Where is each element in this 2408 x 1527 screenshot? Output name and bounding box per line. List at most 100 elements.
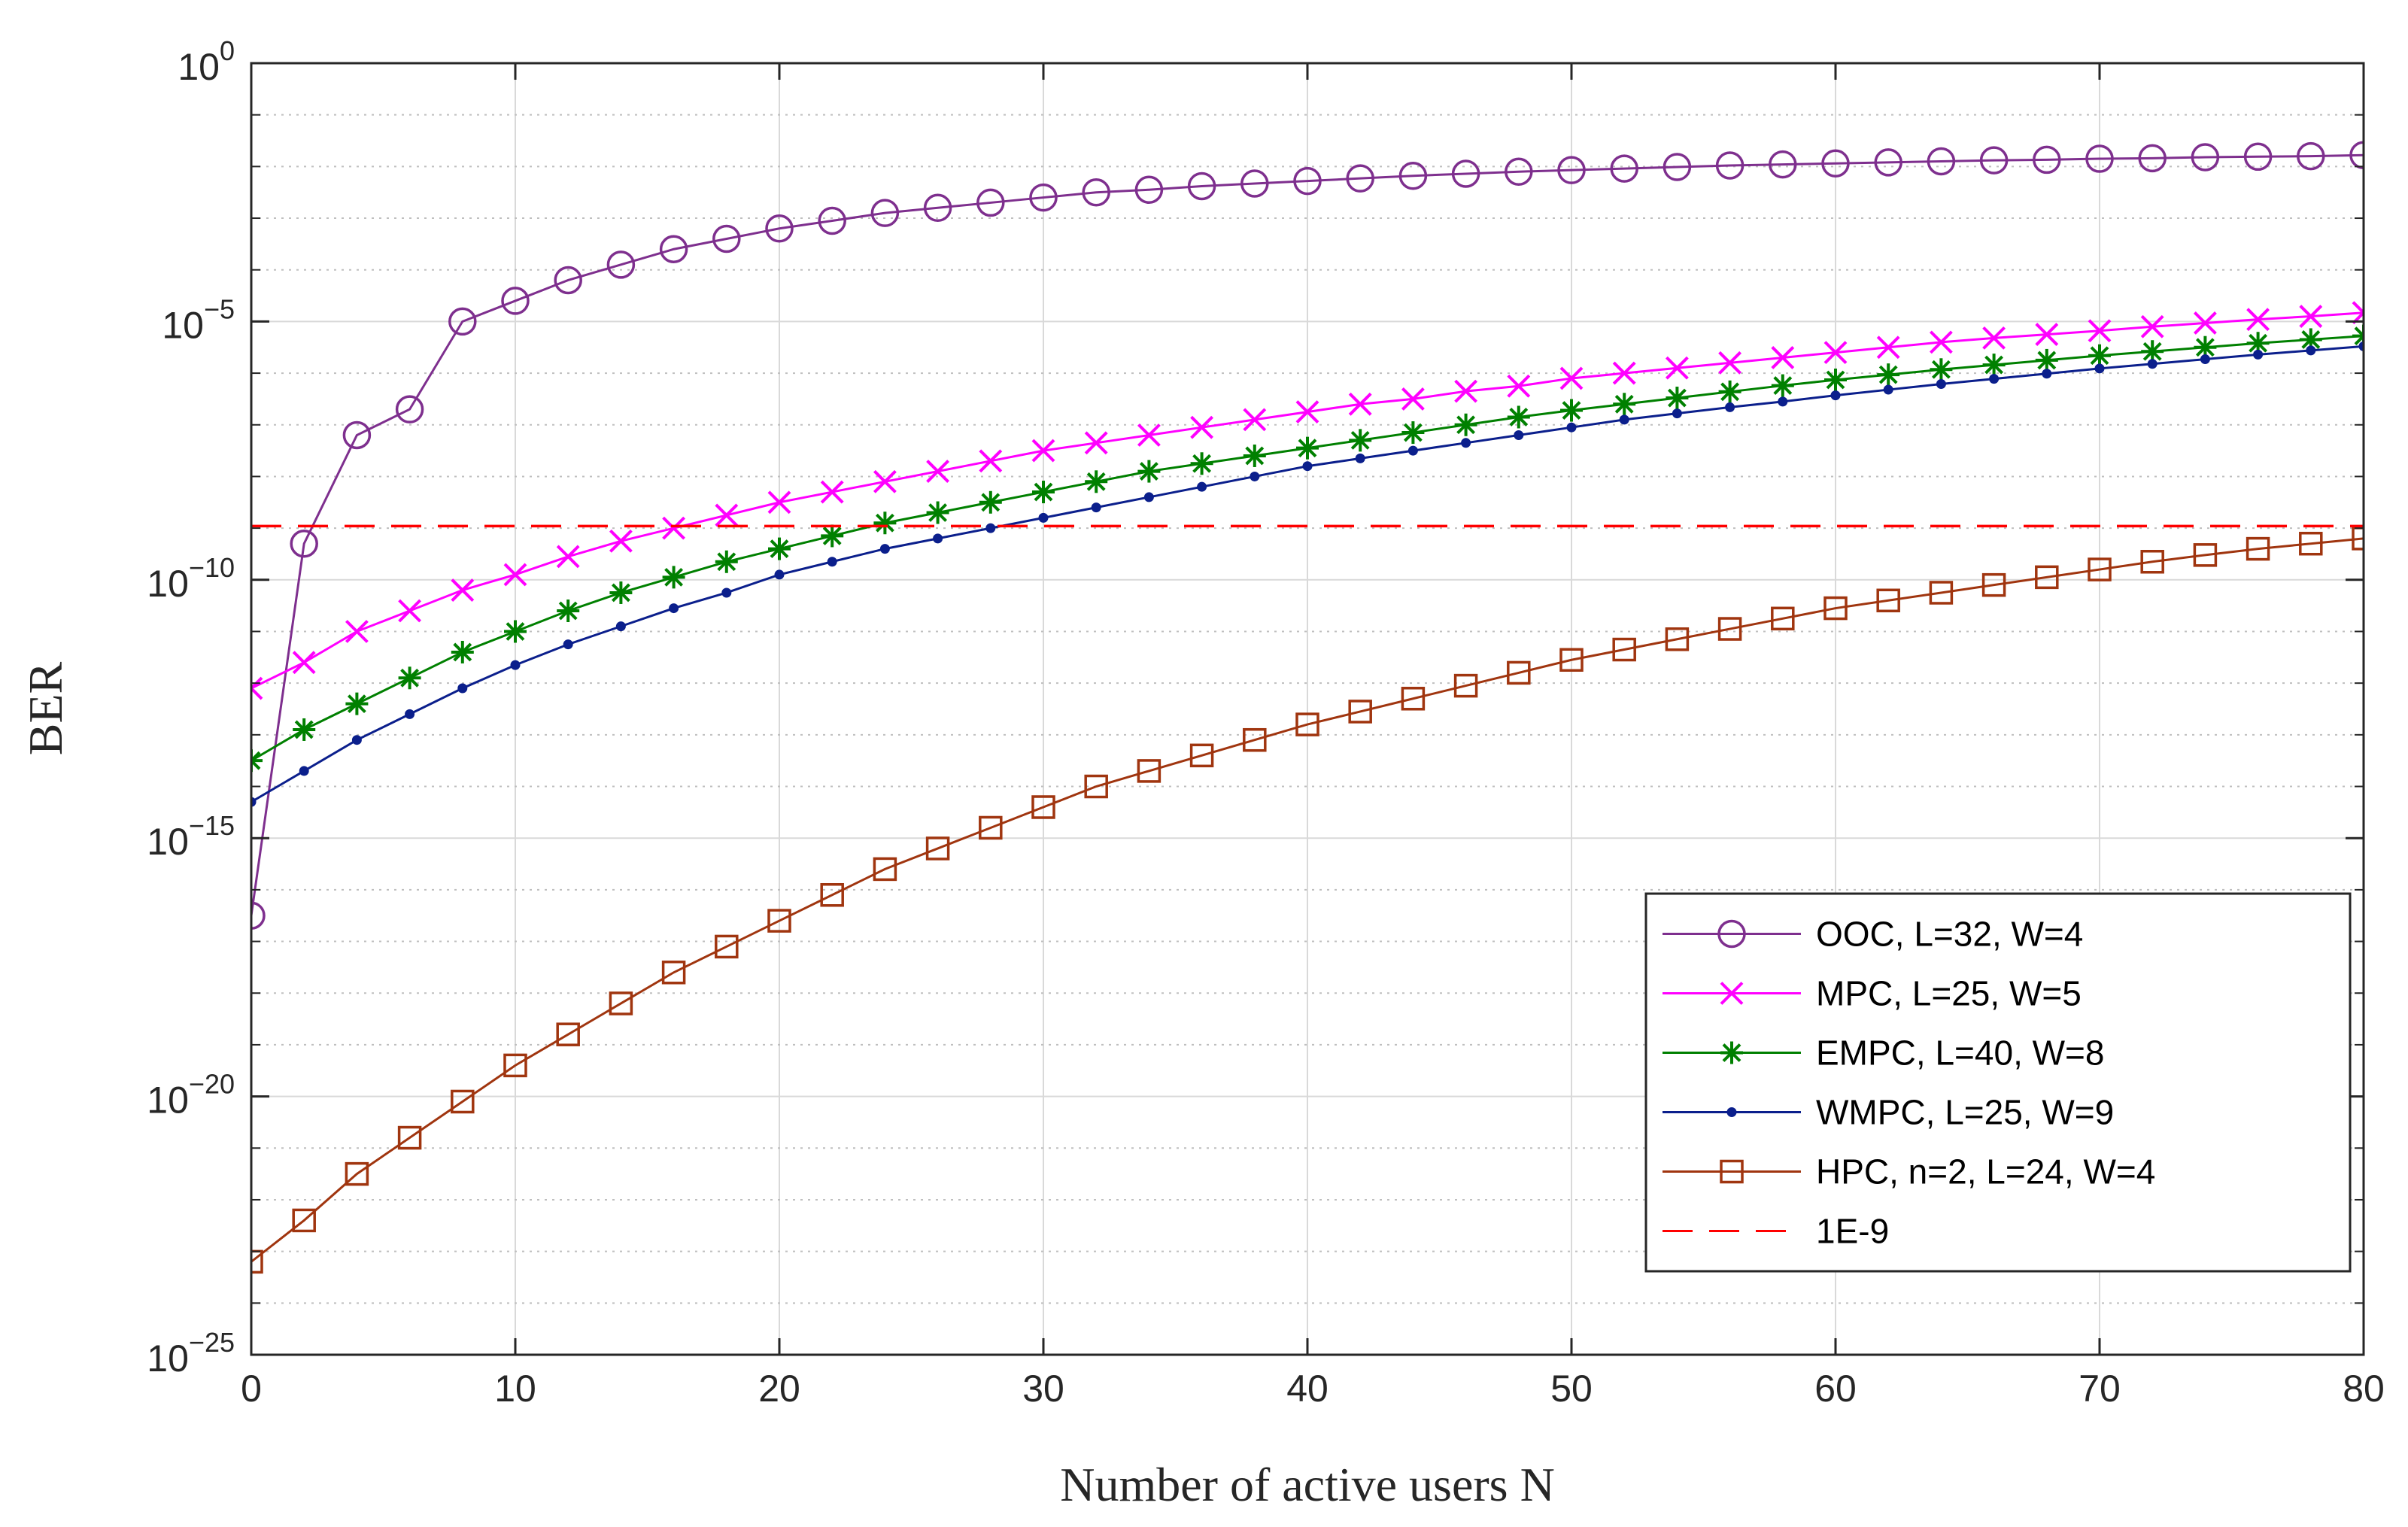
data-point xyxy=(2140,550,2164,574)
marker-stroke xyxy=(2088,319,2112,343)
data-point xyxy=(979,490,1002,514)
data-point xyxy=(767,490,791,515)
data-point xyxy=(1665,356,1689,380)
data-point xyxy=(1243,444,1266,467)
data-point xyxy=(1771,346,1795,369)
data-point xyxy=(765,214,794,243)
data-point xyxy=(451,1089,475,1114)
marker-stroke xyxy=(2037,351,2057,370)
data-point xyxy=(1187,172,1216,201)
marker-stroke xyxy=(1931,360,1951,379)
legend-label: WMPC, L=25, W=9 xyxy=(1816,1093,2114,1132)
data-point xyxy=(1982,354,2006,377)
data-point xyxy=(979,815,1003,840)
marker-stroke xyxy=(1771,346,1795,369)
marker-stroke xyxy=(1507,374,1531,398)
data-point xyxy=(503,1053,527,1078)
data-point xyxy=(1883,384,1893,395)
data-point xyxy=(510,660,521,670)
data-point xyxy=(457,683,468,694)
data-point xyxy=(554,266,582,295)
marker-stroke xyxy=(2352,310,2364,325)
series-ooc-l-32-w-4 xyxy=(251,141,2364,930)
data-point xyxy=(1454,413,1477,436)
data-point xyxy=(251,676,263,700)
data-point xyxy=(1715,151,1745,180)
data-point xyxy=(820,882,844,907)
marker-stroke xyxy=(1192,454,1212,473)
data-point xyxy=(1031,795,1055,819)
data-point xyxy=(1190,415,1214,439)
marker-stroke xyxy=(1243,408,1267,432)
marker-stroke xyxy=(1295,400,1319,424)
data-point xyxy=(712,224,741,253)
data-point xyxy=(1407,445,1418,456)
data-point xyxy=(2088,319,2112,343)
data-point xyxy=(2299,305,2323,328)
data-point xyxy=(2349,141,2364,169)
data-point xyxy=(767,909,791,933)
marker-stroke xyxy=(2035,323,2059,346)
legend-label: HPC, n=2, L=24, W=4 xyxy=(1816,1152,2155,1192)
data-point xyxy=(2042,369,2052,379)
marker-stroke xyxy=(1350,430,1370,450)
marker-stroke xyxy=(820,480,844,504)
data-point xyxy=(2035,348,2058,372)
data-point xyxy=(2352,301,2364,325)
data-point xyxy=(1243,408,1267,432)
marker-stroke xyxy=(2352,301,2364,315)
legend-swatch-marker xyxy=(1720,982,1744,1005)
data-point xyxy=(1876,588,1900,613)
data-point xyxy=(345,620,369,643)
y-tick-base: 10 xyxy=(178,46,220,88)
data-point xyxy=(290,529,318,558)
data-point xyxy=(820,480,844,504)
data-point xyxy=(504,620,527,643)
series-wmpc-l-25-w-9 xyxy=(251,341,2364,807)
marker-stroke xyxy=(251,676,263,691)
data-point xyxy=(299,766,309,776)
data-point xyxy=(2094,363,2105,374)
marker-stroke xyxy=(400,668,420,688)
legend: OOC, L=32, W=4 MPC, L=25, W=5 EMPC, L=40, … xyxy=(1644,892,2352,1273)
data-point xyxy=(873,857,897,882)
data-point xyxy=(1876,335,1900,360)
data-point xyxy=(923,193,952,223)
marker-stroke xyxy=(451,578,475,602)
marker-stroke xyxy=(1722,1043,1741,1062)
legend-swatch-marker xyxy=(1717,919,1746,949)
legend-label: OOC, L=32, W=4 xyxy=(1816,915,2083,954)
marker-stroke xyxy=(2354,326,2364,338)
data-point xyxy=(1507,405,1530,429)
data-point xyxy=(1250,471,1260,481)
data-point xyxy=(556,545,580,569)
data-point xyxy=(397,1125,422,1150)
data-point xyxy=(1401,421,1425,445)
x-tick-label: 50 xyxy=(1550,1368,1593,1410)
data-point xyxy=(1454,379,1478,403)
marker-stroke xyxy=(1665,356,1689,380)
data-point xyxy=(2191,143,2220,172)
marker-stroke xyxy=(1456,415,1476,435)
data-point xyxy=(1771,374,1794,397)
data-point xyxy=(609,529,633,553)
data-point xyxy=(1453,673,1478,698)
data-point xyxy=(1874,148,1902,177)
data-point xyxy=(926,501,949,524)
data-point xyxy=(398,599,422,623)
data-point xyxy=(1240,169,1269,198)
marker-stroke xyxy=(2354,333,2364,346)
x-tick-label: 70 xyxy=(2079,1368,2121,1410)
data-point xyxy=(1084,774,1108,799)
marker-stroke xyxy=(556,545,580,569)
data-point xyxy=(251,749,263,773)
data-point xyxy=(1349,429,1372,452)
marker-stroke xyxy=(875,513,894,533)
data-point xyxy=(1718,380,1741,403)
data-point xyxy=(293,718,316,741)
data-point xyxy=(985,523,996,533)
data-point xyxy=(1665,627,1690,651)
marker-stroke xyxy=(2249,333,2268,353)
data-point xyxy=(1778,396,1788,407)
